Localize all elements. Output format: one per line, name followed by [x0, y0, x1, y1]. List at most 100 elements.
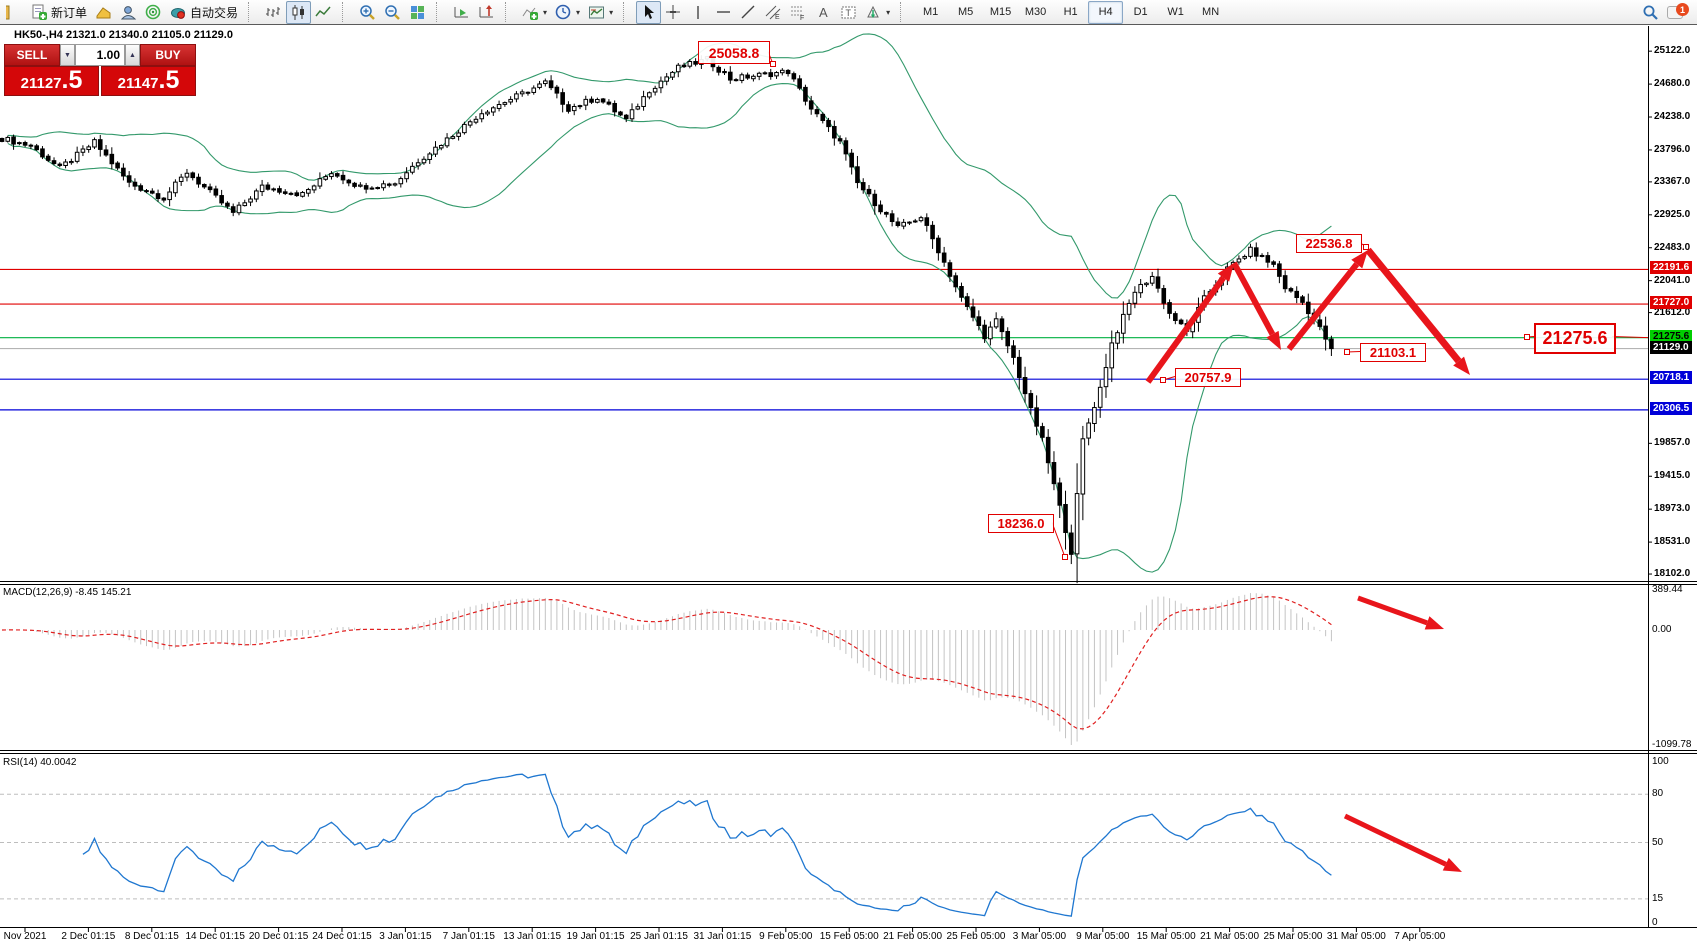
- sell-price-int: 21127: [20, 75, 62, 92]
- crosshair-button[interactable]: [661, 1, 686, 24]
- time-axis-label[interactable]: 31 Mar 05:00: [1326, 931, 1386, 942]
- price-annotation: 21275.6: [1534, 323, 1616, 354]
- horizontal-line-button[interactable]: [711, 1, 736, 24]
- price-annotation: 22536.8: [1296, 234, 1362, 253]
- tile-windows-icon: [409, 4, 426, 21]
- timeframe-m5-button[interactable]: M5: [957, 6, 974, 18]
- periods-button[interactable]: ▾: [551, 1, 584, 24]
- clipped-icon: [6, 4, 23, 21]
- line-chart-button[interactable]: [311, 1, 336, 24]
- chevron-down-icon: ▾: [576, 7, 581, 17]
- time-axis-label[interactable]: 3 Mar 05:00: [1012, 931, 1067, 942]
- time-axis-label[interactable]: 24 Dec 01:15: [312, 931, 372, 942]
- channel-icon: E: [765, 4, 782, 21]
- macd-axis-label: -1099.78: [1652, 739, 1692, 750]
- time-axis-label[interactable]: 2 Dec 01:15: [61, 931, 116, 942]
- tile-windows-button[interactable]: [405, 1, 430, 24]
- time-axis-label[interactable]: 3 Jan 01:15: [379, 931, 432, 942]
- toolbar-separator: [900, 2, 908, 22]
- volume-decrease-button[interactable]: ▼: [60, 44, 75, 66]
- time-axis-label[interactable]: 21 Feb 05:00: [883, 931, 943, 942]
- notifications-button[interactable]: 1: [1667, 3, 1689, 21]
- timeframe-h4-button[interactable]: H4: [1088, 0, 1124, 24]
- volume-input[interactable]: 1.00: [75, 44, 125, 66]
- sell-price[interactable]: 21127.5: [4, 66, 99, 96]
- timeframe-m30-button[interactable]: M30: [1024, 6, 1047, 18]
- time-axis-label[interactable]: 25 Jan 01:15: [630, 931, 688, 942]
- candlestick-button[interactable]: [286, 0, 312, 24]
- text-label-button[interactable]: T: [836, 1, 861, 24]
- sell-button[interactable]: SELL: [4, 44, 60, 66]
- notification-badge: 1: [1676, 3, 1689, 16]
- time-axis-label[interactable]: 15 Feb 05:00: [819, 931, 879, 942]
- timeframe-m1-button[interactable]: M1: [922, 6, 939, 18]
- shapes-button[interactable]: ▾: [861, 1, 894, 24]
- cursor-button[interactable]: [636, 0, 662, 24]
- zoom-out-button[interactable]: [380, 1, 405, 24]
- templates-button[interactable]: ▾: [584, 1, 617, 24]
- buy-price[interactable]: 21147.5: [101, 66, 196, 96]
- price-axis-tick: 24238.0: [1654, 111, 1691, 123]
- svg-text:T: T: [846, 8, 852, 18]
- time-axis-label[interactable]: 7 Jan 01:15: [442, 931, 495, 942]
- chevron-down-icon: ▾: [609, 7, 614, 17]
- rsi-axis-label: 50: [1652, 836, 1664, 848]
- price-annotation: 21103.1: [1360, 343, 1426, 362]
- profile-blue-button[interactable]: [116, 1, 141, 24]
- buy-button[interactable]: BUY: [140, 44, 196, 66]
- chart-shift-button[interactable]: [474, 1, 499, 24]
- line-chart-icon: [315, 4, 332, 21]
- new-order-icon: [31, 4, 48, 21]
- text-button[interactable]: A: [811, 1, 836, 24]
- toolbar-separator: [505, 2, 513, 22]
- time-axis-label[interactable]: 25 Mar 05:00: [1263, 931, 1323, 942]
- time-axis-label[interactable]: Nov 2021: [3, 931, 47, 942]
- indicators-button[interactable]: ▾: [518, 1, 551, 24]
- time-axis-label[interactable]: 25 Feb 05:00: [946, 931, 1006, 942]
- chevron-down-icon: ▾: [543, 7, 548, 17]
- text-icon: A: [815, 4, 832, 21]
- time-axis-label[interactable]: 13 Jan 01:15: [503, 931, 562, 942]
- time-axis-label[interactable]: 31 Jan 01:15: [693, 931, 752, 942]
- rsi-axis-label: 0: [1652, 917, 1658, 928]
- autotrade-icon: [170, 4, 187, 21]
- time-axis-label[interactable]: 21 Mar 05:00: [1200, 931, 1260, 942]
- autotrade-button[interactable]: 自动交易: [166, 1, 242, 24]
- gold-chart-button[interactable]: [91, 1, 116, 24]
- timeframe-m15-button[interactable]: M15: [989, 6, 1012, 18]
- time-axis-label[interactable]: 9 Mar 05:00: [1076, 931, 1130, 942]
- signal-green-button[interactable]: [141, 1, 166, 24]
- rsi-axis-label: 15: [1652, 892, 1664, 904]
- periods-icon: [555, 4, 572, 21]
- time-axis-label[interactable]: 20 Dec 01:15: [248, 931, 309, 942]
- auto-scroll-button[interactable]: [449, 1, 474, 24]
- zoom-in-button[interactable]: [355, 1, 380, 24]
- timeframe-h1-button[interactable]: H1: [1063, 6, 1078, 18]
- volume-increase-button[interactable]: ▲: [125, 44, 140, 66]
- bar-chart-button[interactable]: [261, 1, 286, 24]
- channel-button[interactable]: E: [761, 1, 786, 24]
- chart-shift-icon: [478, 4, 495, 21]
- time-axis-label[interactable]: 9 Feb 05:00: [759, 931, 813, 942]
- price-axis-tick: 18973.0: [1654, 503, 1691, 515]
- time-axis-label[interactable]: 14 Dec 01:15: [185, 931, 245, 942]
- time-axis-label[interactable]: 15 Mar 05:00: [1136, 931, 1196, 942]
- trendline-button[interactable]: [736, 1, 761, 24]
- vertical-line-button[interactable]: [686, 1, 711, 24]
- buy-price-int: 21147: [117, 75, 159, 92]
- auto-scroll-icon: [453, 4, 470, 21]
- timeframe-d1-button[interactable]: D1: [1133, 6, 1148, 18]
- timeframe-mn-button[interactable]: MN: [1202, 6, 1220, 18]
- search-icon[interactable]: [1642, 4, 1659, 21]
- timeframe-w1-button[interactable]: W1: [1167, 6, 1184, 18]
- time-axis-label[interactable]: 19 Jan 01:15: [566, 931, 625, 942]
- price-axis-tick: 22483.0: [1654, 241, 1691, 253]
- macd-label: MACD(12,26,9) -8.45 145.21: [3, 587, 132, 598]
- fibonacci-button[interactable]: F: [786, 1, 811, 24]
- one-click-trade-widget: SELL ▼ 1.00 ▲ BUY 21127.5 21147.5: [4, 44, 196, 96]
- time-axis-label[interactable]: 7 Apr 05:00: [1394, 931, 1446, 942]
- new-order-button[interactable]: 新订单: [27, 1, 91, 24]
- clipped-button[interactable]: [2, 1, 27, 24]
- time-axis-label[interactable]: 8 Dec 01:15: [124, 931, 179, 942]
